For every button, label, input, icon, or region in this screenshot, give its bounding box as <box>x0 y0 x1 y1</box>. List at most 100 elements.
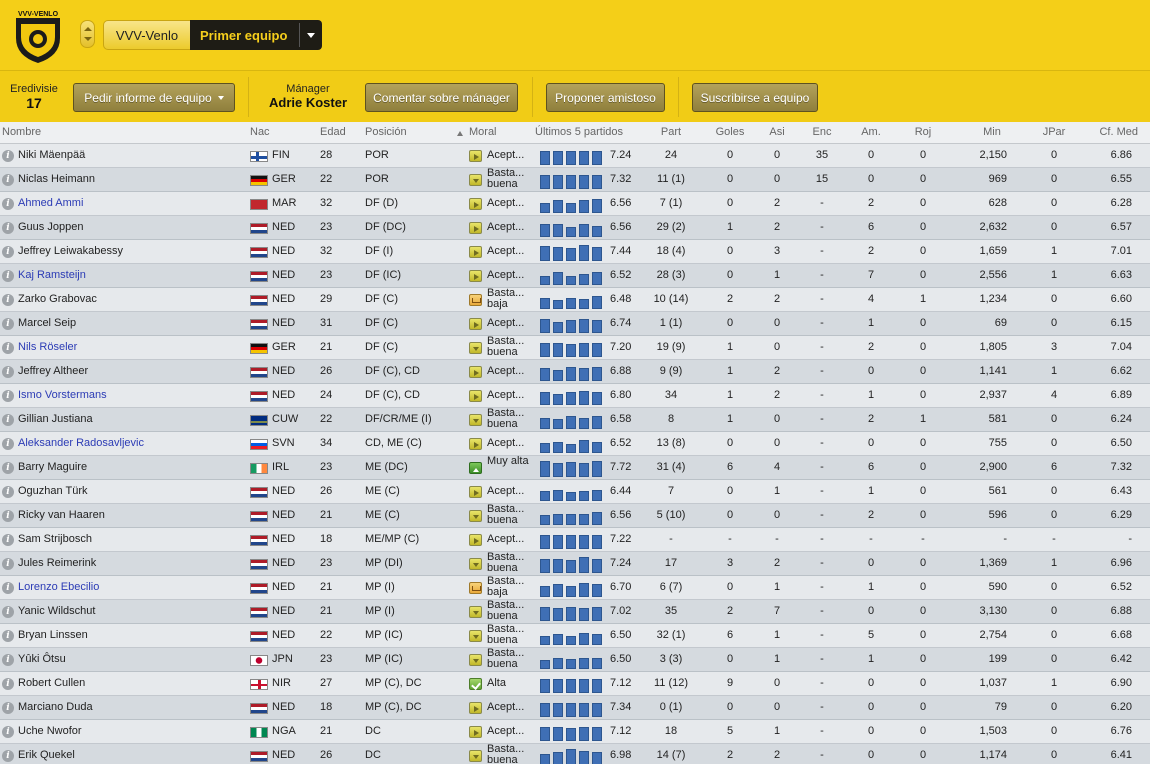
column-header-red[interactable]: Roj <box>914 126 932 138</box>
table-row[interactable]: i Oguzhan Türk NED 26 ME (C) Acept... 6.44 7 0 1 -… <box>0 480 1150 504</box>
column-header-moral[interactable]: Moral <box>469 126 497 138</box>
info-icon[interactable]: i <box>2 270 14 282</box>
column-header-nat[interactable]: Nac <box>250 126 270 138</box>
comment-manager-button[interactable]: Comentar sobre mánager <box>365 83 518 112</box>
table-row[interactable]: i Jeffrey Leiwakabessy NED 32 DF (I) Acept...… <box>0 240 1150 264</box>
table-row[interactable]: i Niclas Heimann GER 22 POR Basta... buena 7.3… <box>0 168 1150 192</box>
info-icon[interactable]: i <box>2 630 14 642</box>
table-row[interactable]: i Kaj Ramsteijn NED 23 DF (IC) Acept... 6.52 28… <box>0 264 1150 288</box>
table-row[interactable]: i Zarko Grabovac NED 29 DF (C) Basta... baja 6… <box>0 288 1150 312</box>
player-name[interactable]: Kaj Ramsteijn <box>18 269 86 281</box>
table-row[interactable]: i Robert Cullen NIR 27 MP (C), DC Alta 7.12 11 … <box>0 672 1150 696</box>
player-name[interactable]: Nils Röseler <box>18 341 78 353</box>
column-header-goals[interactable]: Goles <box>715 126 745 138</box>
player-name[interactable]: Robert Cullen <box>18 677 86 689</box>
table-row[interactable]: i Nils Röseler GER 21 DF (C) Basta... buena 7.… <box>0 336 1150 360</box>
table-row[interactable]: i Uche Nwofor NGA 21 DC Acept... 7.12 18 5 1 - 0 0 1,… <box>0 720 1150 744</box>
table-row[interactable]: i Aleksander Radosavljevic SVN 34 CD, ME (C)… <box>0 432 1150 456</box>
info-icon[interactable]: i <box>2 246 14 258</box>
table-row[interactable]: i Gillian Justiana CUW 22 DF/CR/ME (I) Basta.… <box>0 408 1150 432</box>
column-header-apps[interactable]: Part <box>660 126 682 138</box>
table-row[interactable]: i Ismo Vorstermans NED 24 DF (C), CD Acept...… <box>0 384 1150 408</box>
info-icon[interactable]: i <box>2 654 14 666</box>
info-icon[interactable]: i <box>2 366 14 378</box>
column-header-player-of-match[interactable]: JPar <box>1042 126 1066 138</box>
table-row[interactable]: i Jeffrey Altheer NED 26 DF (C), CD Acept... 6… <box>0 360 1150 384</box>
table-row[interactable]: i Ahmed Ammi MAR 32 DF (D) Acept... 6.56 7 (1) 0… <box>0 192 1150 216</box>
club-stepper[interactable] <box>80 20 95 48</box>
column-header-minutes[interactable]: Min <box>983 126 1001 138</box>
column-header-position[interactable]: Posición <box>365 126 407 138</box>
column-header-name[interactable]: Nombre <box>2 126 42 138</box>
player-name[interactable]: Lorenzo Ebecilio <box>18 581 100 593</box>
info-icon[interactable]: i <box>2 174 14 186</box>
table-row[interactable]: i Erik Quekel NED 26 DC Basta... buena 6.98 14 … <box>0 744 1150 764</box>
table-row[interactable]: i Sam Strijbosch NED 18 ME/MP (C) Acept... 7.2… <box>0 528 1150 552</box>
player-name[interactable]: Bryan Linssen <box>18 629 88 641</box>
player-name[interactable]: Yûki Ôtsu <box>18 653 66 665</box>
info-icon[interactable]: i <box>2 726 14 738</box>
club-name-button[interactable]: VVV-Venlo <box>103 20 190 50</box>
info-icon[interactable]: i <box>2 294 14 306</box>
player-name[interactable]: Jeffrey Leiwakabessy <box>18 245 123 257</box>
player-name[interactable]: Jules Reimerink <box>18 557 97 569</box>
info-icon[interactable]: i <box>2 606 14 618</box>
player-name[interactable]: Guus Joppen <box>18 221 84 233</box>
info-icon[interactable]: i <box>2 582 14 594</box>
player-name[interactable]: Oguzhan Türk <box>18 485 88 497</box>
table-row[interactable]: i Barry Maguire IRL 23 ME (DC) Muy alta 7.72 31… <box>0 456 1150 480</box>
player-name[interactable]: Ricky van Haaren <box>18 509 105 521</box>
info-icon[interactable]: i <box>2 342 14 354</box>
info-icon[interactable]: i <box>2 222 14 234</box>
player-name[interactable]: Niki Mäenpää <box>18 149 86 161</box>
info-icon[interactable]: i <box>2 678 14 690</box>
table-row[interactable]: i Guus Joppen NED 23 DF (DC) Acept... 6.56 29 (… <box>0 216 1150 240</box>
chevron-down-icon[interactable] <box>84 37 92 41</box>
player-name[interactable]: Zarko Grabovac <box>18 293 97 305</box>
table-row[interactable]: i Niki Mäenpää FIN 28 POR Acept... 7.24 24 0 0 35 0… <box>0 144 1150 168</box>
info-icon[interactable]: i <box>2 150 14 162</box>
player-name[interactable]: Sam Strijbosch <box>18 533 92 545</box>
info-icon[interactable]: i <box>2 198 14 210</box>
table-row[interactable]: i Bryan Linssen NED 22 MP (IC) Basta... buena… <box>0 624 1150 648</box>
player-name[interactable]: Barry Maguire <box>18 461 88 473</box>
info-icon[interactable]: i <box>2 558 14 570</box>
team-report-button[interactable]: Pedir informe de equipo <box>73 83 235 112</box>
info-icon[interactable]: i <box>2 438 14 450</box>
player-name[interactable]: Ahmed Ammi <box>18 197 84 209</box>
subscribe-button[interactable]: Suscribirse a equipo <box>692 83 818 112</box>
column-header-avg-rating[interactable]: Cf. Med <box>1099 126 1138 138</box>
info-icon[interactable]: i <box>2 318 14 330</box>
column-header-assists[interactable]: Asi <box>769 126 785 138</box>
table-row[interactable]: i Yanic Wildschut NED 21 MP (I) Basta... buen… <box>0 600 1150 624</box>
propose-friendly-button[interactable]: Proponer amistoso <box>546 83 665 112</box>
info-icon[interactable]: i <box>2 750 14 762</box>
player-name[interactable]: Jeffrey Altheer <box>18 365 89 377</box>
info-icon[interactable]: i <box>2 414 14 426</box>
info-icon[interactable]: i <box>2 390 14 402</box>
table-row[interactable]: i Jules Reimerink NED 23 MP (DI) Basta... bue… <box>0 552 1150 576</box>
info-icon[interactable]: i <box>2 510 14 522</box>
column-header-age[interactable]: Edad <box>320 126 346 138</box>
column-header-last5[interactable]: Últimos 5 partidos <box>535 126 624 138</box>
player-name[interactable]: Uche Nwofor <box>18 725 82 737</box>
table-row[interactable]: i Marciano Duda NED 18 MP (C), DC Acept... 7.3… <box>0 696 1150 720</box>
column-header-yellow[interactable]: Am. <box>861 126 881 138</box>
player-name[interactable]: Niclas Heimann <box>18 173 96 185</box>
player-name[interactable]: Marcel Seip <box>18 317 77 329</box>
player-name[interactable]: Yanic Wildschut <box>18 605 96 617</box>
player-name[interactable]: Marciano Duda <box>18 701 93 713</box>
info-icon[interactable]: i <box>2 486 14 498</box>
table-row[interactable]: i Marcel Seip NED 31 DF (C) Acept... 6.74 1 (1)… <box>0 312 1150 336</box>
player-name[interactable]: Ismo Vorstermans <box>18 389 107 401</box>
table-row[interactable]: i Yûki Ôtsu JPN 23 MP (IC) Basta... buena 6.50… <box>0 648 1150 672</box>
info-icon[interactable]: i <box>2 462 14 474</box>
table-row[interactable]: i Lorenzo Ebecilio NED 21 MP (I) Basta... baj… <box>0 576 1150 600</box>
table-row[interactable]: i Ricky van Haaren NED 21 ME (C) Basta... bue… <box>0 504 1150 528</box>
player-name[interactable]: Erik Quekel <box>18 749 75 761</box>
chevron-up-icon[interactable] <box>84 27 92 31</box>
player-name[interactable]: Aleksander Radosavljevic <box>18 437 144 449</box>
info-icon[interactable]: i <box>2 534 14 546</box>
column-header-clean-sheets[interactable]: Enc <box>812 126 832 138</box>
info-icon[interactable]: i <box>2 702 14 714</box>
